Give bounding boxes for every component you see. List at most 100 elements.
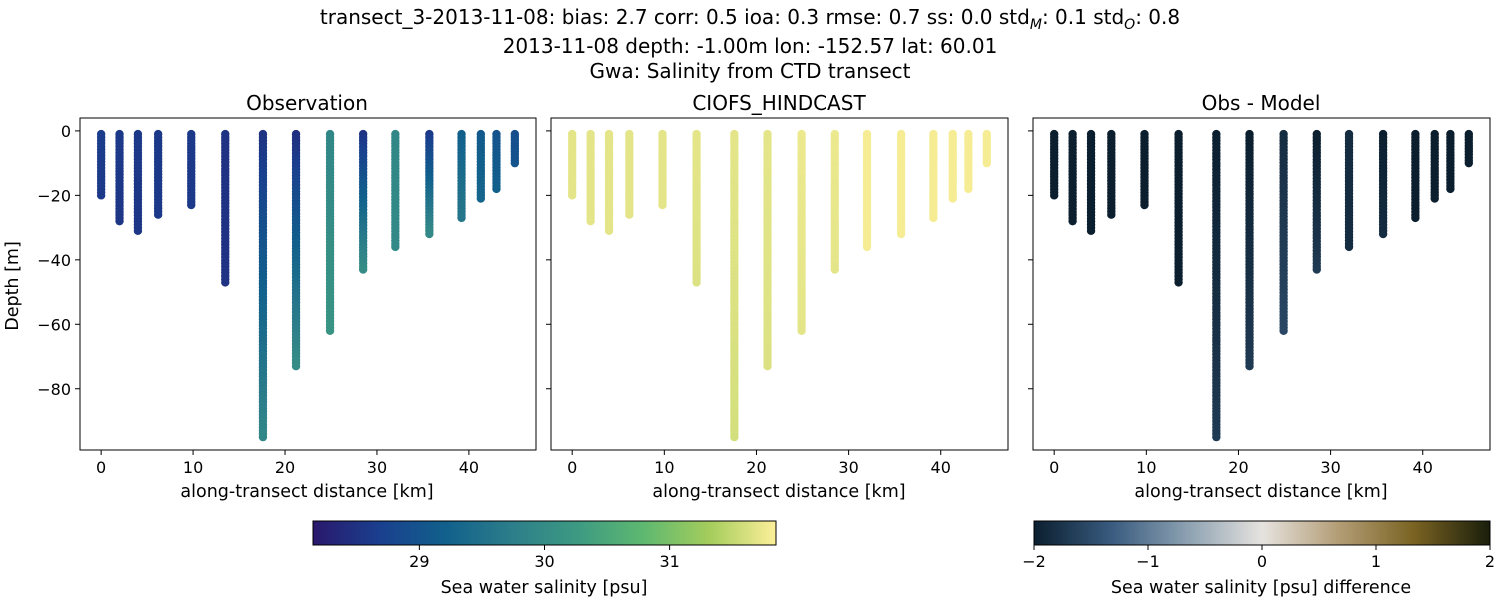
station-group xyxy=(1049,129,1474,442)
data-point xyxy=(1140,200,1149,210)
x-tick-label: 10 xyxy=(183,458,203,477)
panel-title-difference: Obs - Model xyxy=(1202,91,1321,115)
station-group xyxy=(567,129,992,442)
colorbar-salinity-label: Sea water salinity [psu] xyxy=(441,578,648,598)
station-profile xyxy=(1279,129,1288,335)
station-profile xyxy=(948,129,957,203)
x-tick-label: 30 xyxy=(1320,458,1340,477)
station-profile xyxy=(291,129,301,371)
x-tick-label: 40 xyxy=(1413,458,1433,477)
x-axis-label-difference: along-transect distance [km] xyxy=(1134,482,1387,502)
station-profile xyxy=(510,129,520,168)
station-profile xyxy=(1212,129,1221,442)
station-profile xyxy=(1049,129,1059,200)
x-tick-label: 20 xyxy=(746,458,766,477)
data-point xyxy=(1212,432,1221,442)
suptitle-main-text: transect_3-2013-11-08: bias: 2.7 corr: 0… xyxy=(320,5,1030,29)
station-profile xyxy=(658,129,667,210)
data-point xyxy=(1049,191,1059,200)
data-point xyxy=(586,216,595,226)
data-point xyxy=(1344,242,1354,252)
suptitle-line-2: 2013-11-08 depth: -1.00m lon: -152.57 la… xyxy=(503,34,998,58)
panel-model: 0 10 20 30 40 xyxy=(546,117,1009,477)
station-profile xyxy=(476,129,486,203)
data-point xyxy=(1174,278,1183,287)
data-point xyxy=(133,226,143,236)
station-profile xyxy=(133,129,143,236)
data-point xyxy=(258,432,268,442)
x-tick-label: 0 xyxy=(567,458,577,477)
data-point xyxy=(96,191,106,200)
panel-difference: 0 10 20 30 40 xyxy=(1028,117,1491,477)
station-profile xyxy=(730,129,739,442)
x-tick-label: 0 xyxy=(1049,458,1059,477)
data-point xyxy=(1411,213,1420,223)
station-profile xyxy=(1464,129,1474,168)
station-profile xyxy=(1312,129,1321,274)
data-point xyxy=(291,361,301,371)
y-tick-label: −80 xyxy=(37,380,71,399)
station-profile xyxy=(1174,129,1183,287)
suptitle-line-3: Gwa: Salinity from CTD transect xyxy=(590,59,911,83)
y-axis-label: Depth [m] xyxy=(3,241,23,331)
plot-area xyxy=(551,118,1008,450)
station-profile xyxy=(567,129,577,200)
station-profile xyxy=(425,129,434,239)
x-tick-label: 30 xyxy=(367,458,387,477)
station-profile xyxy=(625,129,634,219)
station-profile xyxy=(1378,129,1388,239)
data-point xyxy=(1245,361,1254,371)
data-point xyxy=(1312,265,1321,274)
station-profile xyxy=(325,129,335,335)
data-point xyxy=(1464,158,1474,168)
station-profile xyxy=(862,129,872,252)
station-group xyxy=(96,129,520,442)
std-model-value: : 0.1 std xyxy=(1042,5,1124,29)
station-profile xyxy=(115,129,124,226)
panel-title-model: CIOFS_HINDCAST xyxy=(692,91,866,115)
station-profile xyxy=(797,129,806,335)
data-point xyxy=(476,194,486,203)
station-profile xyxy=(830,129,839,274)
colorbar-tick-label: −2 xyxy=(1022,552,1046,571)
station-profile xyxy=(1411,129,1420,223)
data-point xyxy=(1068,216,1077,226)
colorbar-tick-label: −1 xyxy=(1136,552,1160,571)
data-point xyxy=(567,191,577,200)
colorbar-salinity: Sea water salinity [psu] 29 30 31 xyxy=(312,520,777,598)
data-point xyxy=(692,278,701,287)
station-profile xyxy=(1068,129,1077,226)
plot-area xyxy=(1033,118,1490,450)
colorbar-difference: Sea water salinity [psu] difference −2 −1… xyxy=(1022,520,1495,598)
station-profile xyxy=(1086,129,1096,236)
data-point xyxy=(896,229,906,239)
data-point xyxy=(625,210,634,219)
data-point xyxy=(763,361,772,371)
colorbar-tick-label: 1 xyxy=(1371,552,1381,571)
data-point xyxy=(221,278,230,287)
colorbar-tick-label: 29 xyxy=(409,552,429,571)
y-tick-label: −40 xyxy=(37,251,71,270)
x-tick-label: 20 xyxy=(275,458,295,477)
x-tick-label: 40 xyxy=(459,458,479,477)
colorbar-difference-bar xyxy=(1033,520,1491,546)
data-point xyxy=(1086,226,1096,236)
panel-observation: 0 10 20 30 40 0 −20 −40 −60 −80 xyxy=(37,117,537,477)
suptitle-line-1: transect_3-2013-11-08: bias: 2.7 corr: 0… xyxy=(320,5,1180,33)
station-profile xyxy=(221,129,230,287)
station-profile xyxy=(692,129,701,287)
y-tick-label: −20 xyxy=(37,186,71,205)
x-tick-label: 40 xyxy=(931,458,951,477)
station-profile xyxy=(258,129,268,442)
data-point xyxy=(510,158,520,168)
data-point xyxy=(492,184,501,194)
station-profile xyxy=(1140,129,1149,210)
axes-frame xyxy=(79,117,537,451)
station-profile xyxy=(604,129,614,236)
data-point xyxy=(1279,326,1288,335)
data-point xyxy=(658,200,667,210)
x-axis-label-observation: along-transect distance [km] xyxy=(180,482,433,502)
data-point xyxy=(187,200,196,210)
station-profile xyxy=(1107,129,1116,219)
